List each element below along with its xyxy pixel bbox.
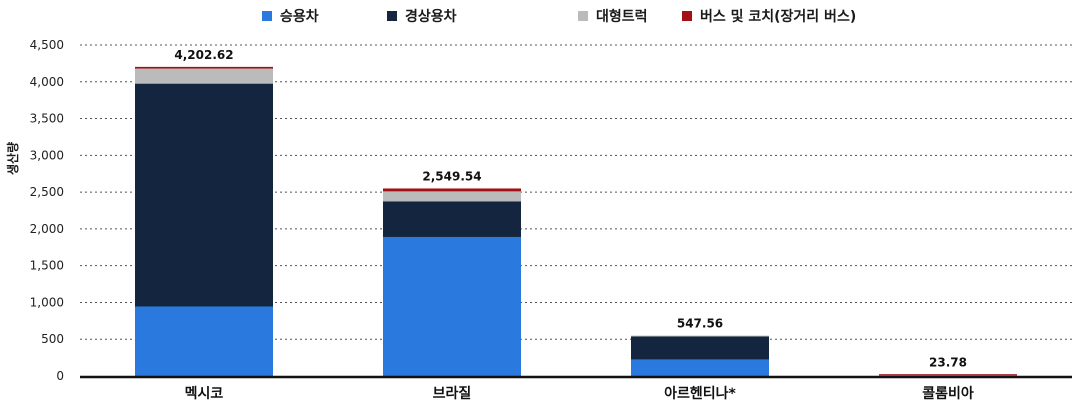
bar-segment bbox=[631, 335, 769, 337]
bar-segment bbox=[135, 83, 273, 307]
bar-segment bbox=[135, 66, 273, 69]
y-tick-label: 4,500 bbox=[30, 38, 64, 52]
legend-label: 대형트럭 bbox=[596, 9, 648, 25]
legend-item-bus-coach: 버스 및 코치(장거리 버스) bbox=[682, 6, 856, 26]
legend-swatch bbox=[387, 11, 397, 21]
data-label: 547.56 bbox=[677, 317, 723, 331]
y-tick-label: 500 bbox=[41, 332, 64, 346]
data-label: 4,202.62 bbox=[174, 48, 233, 62]
y-tick-label: 2,500 bbox=[30, 185, 64, 199]
bar-segment bbox=[631, 359, 769, 376]
bar-segment bbox=[383, 188, 521, 192]
bar-segment bbox=[135, 68, 273, 84]
bar-segment bbox=[383, 191, 521, 202]
y-tick-label: 3,000 bbox=[30, 148, 64, 162]
y-tick-label: 0 bbox=[56, 369, 64, 383]
y-tick-label: 4,000 bbox=[30, 75, 64, 89]
legend: 승용차 경상용차 대형트럭 버스 및 코치(장거리 버스) bbox=[0, 6, 1091, 28]
legend-swatch bbox=[262, 11, 272, 21]
y-tick-label: 1,500 bbox=[30, 259, 64, 273]
bar-segment bbox=[879, 374, 1017, 376]
bar-segment bbox=[383, 201, 521, 237]
x-tick-label: 멕시코 bbox=[185, 385, 224, 402]
x-tick-label: 브라질 bbox=[433, 386, 472, 402]
bar-segment bbox=[879, 374, 1017, 376]
legend-swatch bbox=[578, 11, 588, 21]
legend-item-passenger-car: 승용차 bbox=[262, 6, 319, 26]
legend-label: 경상용차 bbox=[405, 9, 457, 25]
legend-swatch bbox=[682, 11, 692, 21]
data-label: 2,549.54 bbox=[422, 169, 481, 183]
y-tick-label: 3,500 bbox=[30, 112, 64, 126]
bar-segment bbox=[631, 335, 769, 360]
x-tick-label: 콜롬비아 bbox=[922, 385, 974, 402]
y-tick-label: 1,000 bbox=[30, 295, 64, 309]
legend-label: 버스 및 코치(장거리 버스) bbox=[700, 9, 857, 25]
legend-item-heavy-truck: 대형트럭 bbox=[578, 6, 648, 26]
legend-label: 승용차 bbox=[280, 9, 319, 25]
bar-segment bbox=[135, 306, 273, 376]
x-tick-label: 아르헨티나* bbox=[664, 385, 736, 402]
legend-item-light-commercial: 경상용차 bbox=[387, 6, 457, 26]
bar-segment bbox=[383, 236, 521, 376]
data-label: 23.78 bbox=[929, 355, 967, 369]
y-tick-label: 2,000 bbox=[30, 222, 64, 236]
